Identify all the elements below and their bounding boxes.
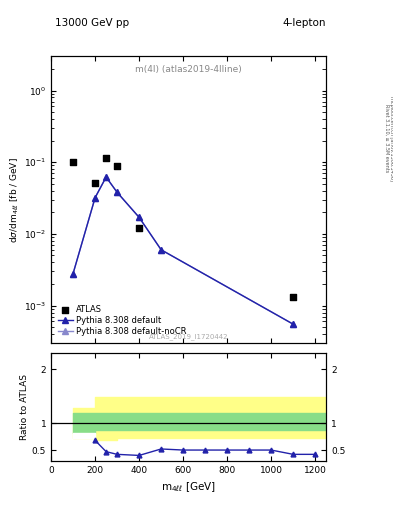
Point	[290, 293, 296, 302]
Point	[92, 179, 98, 187]
Y-axis label: Ratio to ATLAS: Ratio to ATLAS	[20, 374, 29, 440]
Point	[103, 154, 109, 162]
Y-axis label: d$\sigma$/dm$_{4\ell\ell}$ [fb / GeV]: d$\sigma$/dm$_{4\ell\ell}$ [fb / GeV]	[9, 157, 21, 243]
Text: mcplots.cern.ch [arXiv:1306.3436]: mcplots.cern.ch [arXiv:1306.3436]	[389, 96, 393, 181]
Point	[114, 162, 120, 170]
X-axis label: m$_{4\ell\ell}$ [GeV]: m$_{4\ell\ell}$ [GeV]	[161, 480, 216, 494]
Text: 13000 GeV pp: 13000 GeV pp	[55, 18, 129, 28]
Text: Rivet 3.1.10, ≥ 3.5M events: Rivet 3.1.10, ≥ 3.5M events	[385, 104, 389, 173]
Text: 4-lepton: 4-lepton	[283, 18, 326, 28]
Text: ATLAS_2019_I1720442: ATLAS_2019_I1720442	[149, 333, 228, 340]
Legend: ATLAS, Pythia 8.308 default, Pythia 8.308 default-noCR: ATLAS, Pythia 8.308 default, Pythia 8.30…	[55, 303, 189, 339]
Point	[70, 158, 76, 166]
Point	[136, 224, 142, 232]
Text: m(4l) (atlas2019-4lline): m(4l) (atlas2019-4lline)	[135, 65, 242, 74]
